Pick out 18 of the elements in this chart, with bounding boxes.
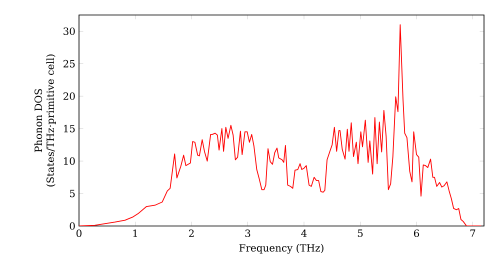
y-tick-label: 15 <box>64 124 75 132</box>
x-tick-label: 0 <box>76 230 82 238</box>
x-tick-label: 2 <box>189 230 194 237</box>
y-tick-label: 20 <box>63 92 75 100</box>
x-tick-label: 7 <box>470 230 476 237</box>
x-tick-label: 5 <box>358 230 363 237</box>
y-tick-label: 0 <box>70 222 75 230</box>
y-tick-label: 10 <box>64 157 75 165</box>
x-axis-title: Frequency (THz) <box>239 244 324 254</box>
x-tick-label: 4 <box>301 230 307 237</box>
x-tick-label: 6 <box>414 230 420 238</box>
line-series <box>79 24 482 226</box>
y-tick-label: 30 <box>64 27 75 35</box>
x-tick-label: 1 <box>133 230 138 237</box>
x-tick-label: 3 <box>245 230 250 238</box>
y-tick-label: 25 <box>63 60 75 68</box>
y-axis-title: Phonon DOS (States/THz·primitive cell) <box>34 54 56 186</box>
y-tick-label: 5 <box>70 190 75 198</box>
